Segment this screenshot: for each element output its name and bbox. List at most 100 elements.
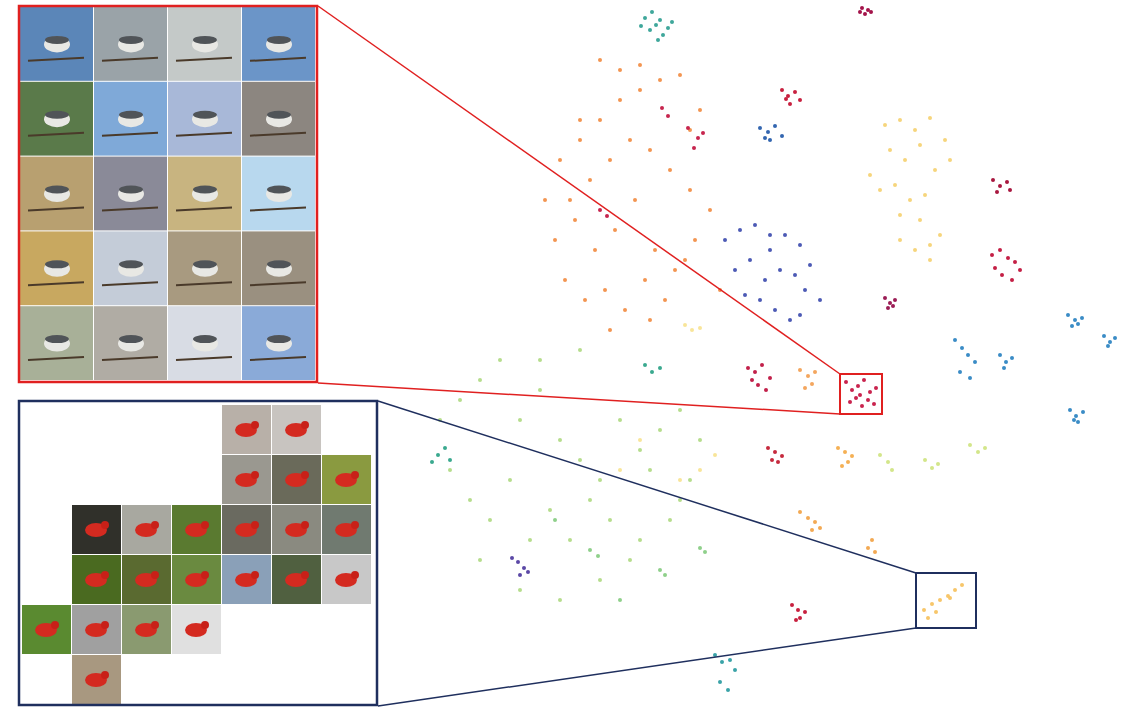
point	[788, 318, 792, 322]
point	[780, 454, 784, 458]
point	[891, 304, 895, 308]
point	[558, 598, 562, 602]
point	[758, 298, 762, 302]
point	[516, 560, 520, 564]
point	[818, 526, 822, 530]
branch	[176, 282, 232, 285]
point	[883, 296, 887, 300]
point	[868, 390, 872, 394]
point	[673, 268, 677, 272]
bird-head	[251, 521, 259, 529]
thumbnail	[242, 82, 315, 156]
point	[1080, 316, 1084, 320]
point	[1102, 334, 1106, 338]
branch	[250, 207, 306, 210]
point	[768, 376, 772, 380]
branch	[250, 133, 306, 136]
point	[776, 460, 780, 464]
thumbnail	[20, 306, 93, 380]
point	[608, 328, 612, 332]
point	[933, 168, 937, 172]
point	[698, 546, 702, 550]
point	[638, 538, 642, 542]
bird-head	[301, 571, 309, 579]
point	[973, 360, 977, 364]
thumbnail	[168, 157, 241, 231]
point	[658, 78, 662, 82]
point	[968, 376, 972, 380]
branch	[102, 207, 158, 210]
point	[510, 556, 514, 560]
point	[784, 97, 788, 101]
point	[605, 214, 609, 218]
point	[813, 370, 817, 374]
point	[670, 20, 674, 24]
point	[693, 238, 697, 242]
thumbnail	[242, 7, 315, 81]
inset-frame	[19, 6, 317, 382]
point	[578, 348, 582, 352]
point	[990, 253, 994, 257]
point	[618, 68, 622, 72]
point	[780, 134, 784, 138]
point	[756, 383, 760, 387]
point	[553, 238, 557, 242]
point	[1066, 313, 1070, 317]
point	[798, 368, 802, 372]
thumbnail	[322, 505, 371, 554]
point	[960, 583, 964, 587]
bird-head	[51, 621, 59, 629]
point	[790, 603, 794, 607]
point	[770, 458, 774, 462]
point	[696, 136, 700, 140]
thumbnail	[72, 605, 121, 654]
bird-wing	[45, 260, 69, 268]
thumbnail	[242, 306, 315, 380]
branch	[250, 357, 306, 360]
thumbnail	[72, 555, 121, 604]
bird-head	[351, 571, 359, 579]
bird-wing	[45, 36, 69, 44]
point	[538, 358, 542, 362]
bird	[192, 336, 218, 352]
branch	[176, 207, 232, 210]
point	[1005, 180, 1009, 184]
point	[726, 688, 730, 692]
point	[903, 158, 907, 162]
bird-wing	[193, 36, 217, 44]
point	[638, 438, 642, 442]
branch	[176, 58, 232, 61]
point	[1108, 340, 1112, 344]
bird-head	[301, 421, 309, 429]
point	[998, 248, 1002, 252]
point	[1002, 366, 1006, 370]
point	[918, 218, 922, 222]
point	[618, 418, 622, 422]
point	[843, 450, 847, 454]
point	[798, 616, 802, 620]
point	[803, 386, 807, 390]
point	[1006, 256, 1010, 260]
point	[643, 363, 647, 367]
point	[898, 238, 902, 242]
thumbnail	[122, 555, 171, 604]
bird-head	[201, 521, 209, 529]
bird	[44, 336, 70, 352]
point	[648, 318, 652, 322]
point	[1081, 410, 1085, 414]
point	[763, 136, 767, 140]
thumbnail	[272, 455, 321, 504]
point	[928, 116, 932, 120]
bird	[266, 36, 292, 52]
bird-head	[101, 671, 109, 679]
point	[650, 370, 654, 374]
point	[768, 233, 772, 237]
point	[780, 88, 784, 92]
point	[760, 363, 764, 367]
point	[733, 268, 737, 272]
bird	[118, 186, 144, 202]
bird-wing	[119, 111, 143, 119]
bird	[118, 111, 144, 127]
bird-head	[301, 471, 309, 479]
point	[628, 138, 632, 142]
